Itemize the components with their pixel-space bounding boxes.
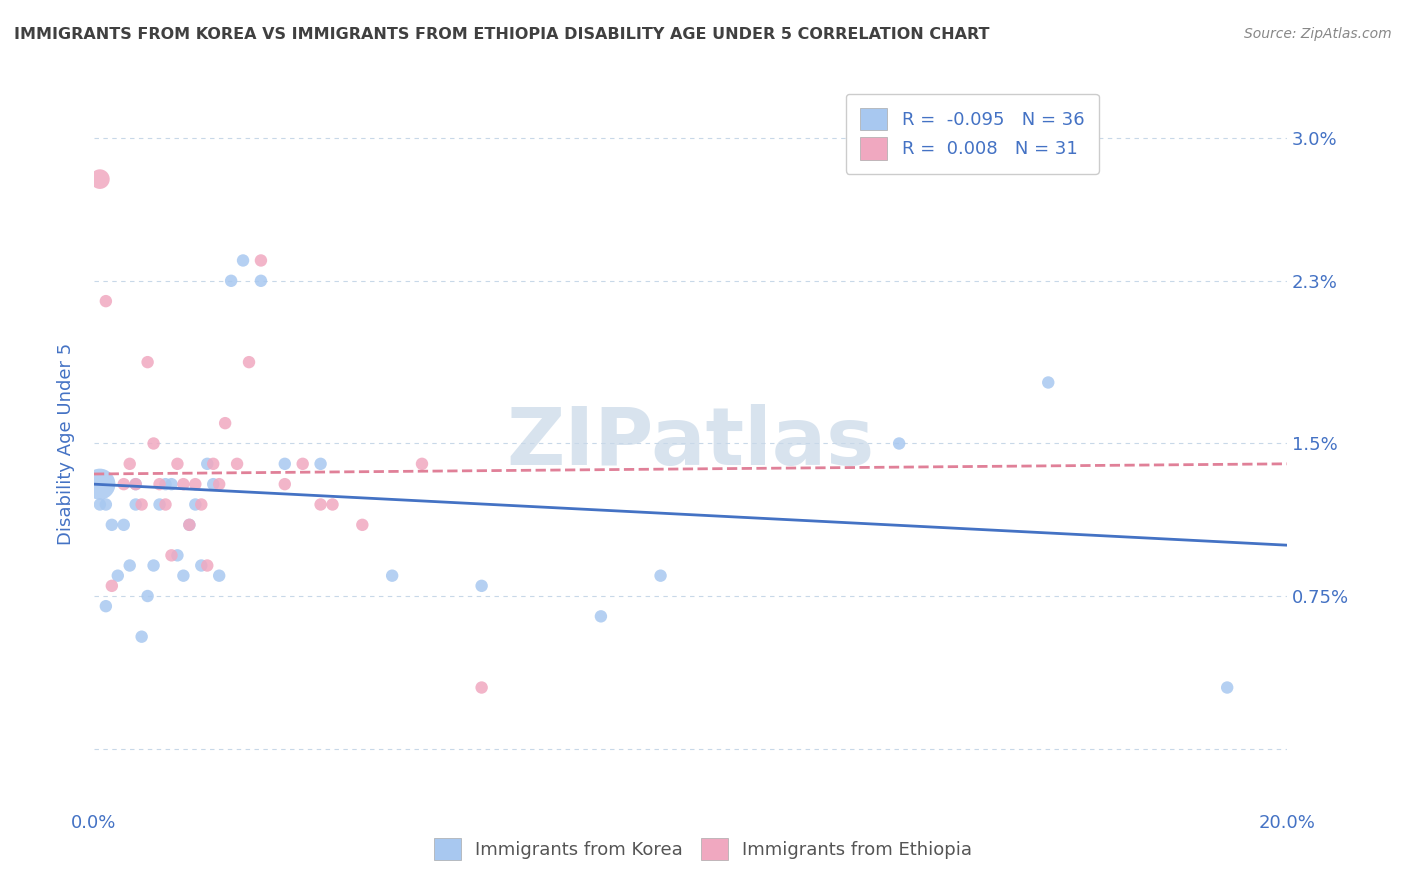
Point [195,558,218,573]
Legend: Immigrants from Korea, Immigrants from Ethiopia: Immigrants from Korea, Immigrants from E… [419,823,987,874]
Point [190,558,212,573]
Point [214,416,236,430]
Point [125,477,148,491]
Point [589,609,612,624]
Point [142,436,165,450]
Point [166,457,188,471]
Point [1038,376,1060,390]
Point [155,498,177,512]
Text: Source: ZipAtlas.com: Source: ZipAtlas.com [1244,27,1392,41]
Point [148,477,170,491]
Point [125,477,148,491]
Point [411,457,433,471]
Point [125,498,148,512]
Point [232,253,254,268]
Point [274,477,297,491]
Point [1216,681,1239,695]
Text: IMMIGRANTS FROM KOREA VS IMMIGRANTS FROM ETHIOPIA DISABILITY AGE UNDER 5 CORRELA: IMMIGRANTS FROM KOREA VS IMMIGRANTS FROM… [14,27,990,42]
Point [94,498,117,512]
Point [309,457,332,471]
Point [179,517,201,532]
Point [179,517,201,532]
Point [321,498,343,512]
Point [195,457,218,471]
Point [202,477,225,491]
Point [166,549,188,563]
Point [889,436,911,450]
Point [274,457,297,471]
Point [190,498,212,512]
Point [208,568,231,582]
Point [471,579,494,593]
Point [131,630,153,644]
Point [650,568,672,582]
Point [160,477,183,491]
Y-axis label: Disability Age Under 5: Disability Age Under 5 [58,343,75,545]
Point [142,558,165,573]
Point [172,568,194,582]
Point [160,549,183,563]
Point [112,517,135,532]
Point [118,558,141,573]
Point [148,498,170,512]
Point [118,457,141,471]
Point [155,477,177,491]
Point [381,568,404,582]
Point [208,477,231,491]
Point [238,355,260,369]
Point [136,355,159,369]
Point [101,579,124,593]
Point [131,498,153,512]
Point [172,477,194,491]
Legend: R =  -0.095   N = 36, R =  0.008   N = 31: R = -0.095 N = 36, R = 0.008 N = 31 [846,94,1099,174]
Point [94,599,117,614]
Point [250,253,273,268]
Point [291,457,314,471]
Text: ZIPatlas: ZIPatlas [506,404,875,483]
Point [219,274,242,288]
Point [202,457,225,471]
Point [226,457,249,471]
Point [89,172,111,186]
Point [250,274,273,288]
Point [136,589,159,603]
Point [184,477,207,491]
Point [184,498,207,512]
Point [309,498,332,512]
Point [101,517,124,532]
Point [112,477,135,491]
Point [89,477,111,491]
Point [94,294,117,309]
Point [107,568,129,582]
Point [471,681,494,695]
Point [352,517,374,532]
Point [89,498,111,512]
